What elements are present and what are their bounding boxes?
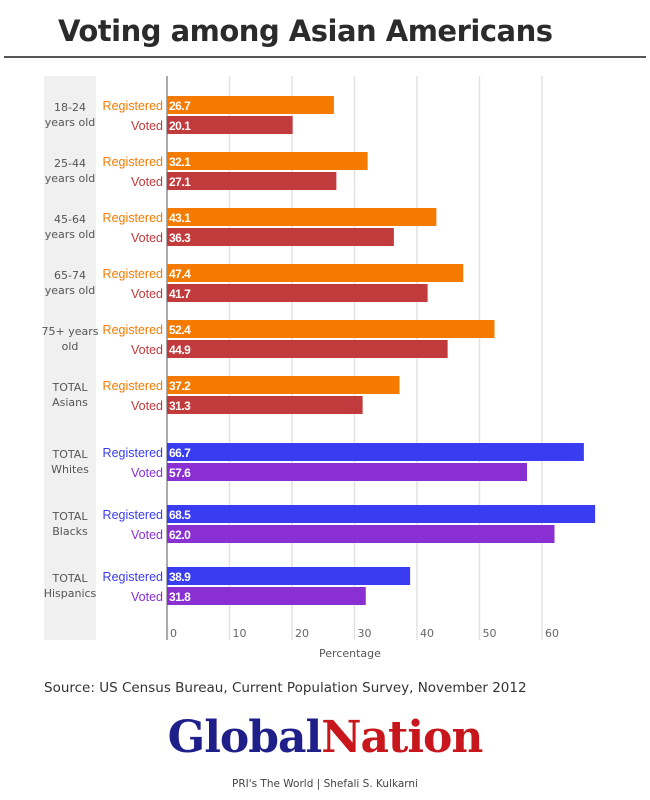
logo-global: Global (167, 712, 323, 763)
bar-value-label: 27.1 (169, 175, 191, 189)
x-tick-label: 10 (233, 627, 247, 640)
bar-registered (167, 320, 495, 338)
series-label: Registered (103, 99, 163, 113)
bar-value-label: 62.0 (169, 528, 191, 542)
series-label: Voted (131, 231, 163, 245)
series-label: Registered (103, 155, 163, 169)
category-label: Whites (51, 463, 89, 476)
bar-registered (167, 567, 411, 585)
series-label: Registered (103, 379, 163, 393)
bar-value-label: 38.9 (169, 570, 191, 584)
category-label: TOTAL (52, 381, 89, 394)
logo-nation: Nation (321, 712, 483, 763)
source-note: Source: US Census Bureau, Current Popula… (44, 680, 527, 696)
category-label: years old (45, 284, 96, 297)
page-title: Voting among Asian Americans (58, 14, 553, 48)
bar-voted (167, 284, 428, 302)
x-tick-label: 0 (170, 627, 177, 640)
bar-voted (167, 228, 394, 246)
bar-voted (167, 587, 366, 605)
series-label: Voted (131, 119, 163, 133)
category-label: Hispanics (44, 587, 97, 600)
bar-value-label: 32.1 (169, 155, 191, 169)
series-label: Registered (103, 446, 163, 460)
category-label: years old (45, 172, 96, 185)
x-tick-label: 30 (358, 627, 372, 640)
category-label: 75+ years (42, 325, 99, 338)
series-label: Voted (131, 343, 163, 357)
bar-value-label: 41.7 (169, 287, 191, 301)
category-label: old (62, 340, 79, 353)
bar-voted (167, 172, 337, 190)
x-tick-label: 20 (295, 627, 309, 640)
bar-voted (167, 340, 448, 358)
bar-value-label: 68.5 (169, 508, 191, 522)
bar-value-label: 31.8 (169, 590, 191, 604)
bar-registered (167, 208, 437, 226)
series-label: Voted (131, 399, 163, 413)
series-label: Voted (131, 528, 163, 542)
category-label: 45-64 (54, 213, 86, 226)
category-label: TOTAL (52, 510, 89, 523)
bar-registered (167, 505, 596, 523)
bar-voted (167, 396, 363, 414)
category-label: 65-74 (54, 269, 86, 282)
category-label: 25-44 (54, 157, 86, 170)
series-label: Registered (103, 211, 163, 225)
bar-value-label: 47.4 (169, 267, 191, 281)
bar-chart: 0 10 20 30 40 50 60 Percentage 18-24 years old 26.… (42, 76, 596, 660)
bar-value-label: 44.9 (169, 343, 191, 357)
bar-value-label: 26.7 (169, 99, 191, 113)
title-divider (4, 56, 646, 58)
credit-line: PRI's The World | Shefali S. Kulkarni (232, 778, 418, 790)
category-label: years old (45, 228, 96, 241)
bar-value-label: 52.4 (169, 323, 191, 337)
category-label: Asians (52, 396, 88, 409)
x-tick-label: 60 (545, 627, 559, 640)
category-label: TOTAL (52, 572, 89, 585)
bar-voted (167, 463, 527, 481)
bar-voted (167, 116, 293, 134)
category-panel (44, 76, 96, 640)
bar-value-label: 37.2 (169, 379, 191, 393)
category-label: Blacks (52, 525, 88, 538)
category-label: 18-24 (54, 101, 86, 114)
bar-registered (167, 264, 464, 282)
x-tick-label: 50 (483, 627, 497, 640)
category-label: years old (45, 116, 96, 129)
bar-voted (167, 525, 555, 543)
bar-registered (167, 443, 584, 461)
series-label: Registered (103, 323, 163, 337)
bar-value-label: 66.7 (169, 446, 191, 460)
series-label: Registered (103, 570, 163, 584)
series-label: Voted (131, 590, 163, 604)
series-label: Registered (103, 508, 163, 522)
bar-value-label: 20.1 (169, 119, 191, 133)
bar-registered (167, 152, 368, 170)
bar-registered (167, 96, 334, 114)
bar-registered (167, 376, 400, 394)
x-tick-label: 40 (420, 627, 434, 640)
series-label: Registered (103, 267, 163, 281)
category-label: TOTAL (52, 448, 89, 461)
x-axis-label: Percentage (319, 647, 381, 660)
series-label: Voted (131, 175, 163, 189)
series-label: Voted (131, 287, 163, 301)
series-label: Voted (131, 466, 163, 480)
globalnation-logo: GlobalNation (0, 712, 650, 763)
bar-value-label: 43.1 (169, 211, 191, 225)
bar-value-label: 36.3 (169, 231, 191, 245)
bar-value-label: 31.3 (169, 399, 191, 413)
bar-value-label: 57.6 (169, 466, 191, 480)
